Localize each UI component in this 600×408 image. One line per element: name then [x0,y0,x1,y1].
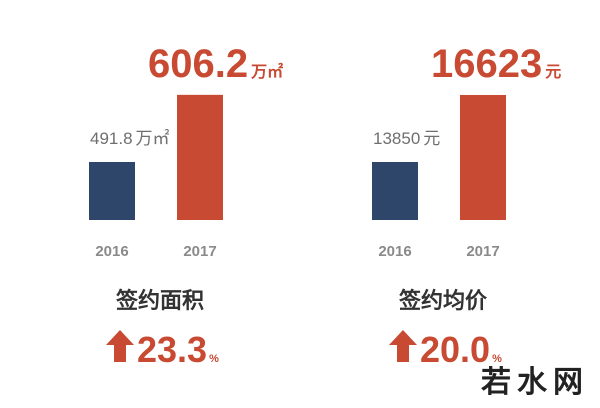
value-unit: 元 [545,64,561,81]
growth: 23.3% [137,329,219,370]
value-label: 606.2 万㎡ [148,42,283,86]
x-tick-label: 2016 [378,243,411,260]
x-tick-label: 2017 [466,243,499,260]
growth: 20.0% [420,329,502,370]
value-unit: 万㎡ [250,62,283,81]
bar [372,162,418,220]
value-label: 16623 元 [431,42,561,86]
growth-unit: % [492,353,502,365]
value-unit: 万㎡ [136,129,170,148]
value-unit: 元 [423,129,440,148]
value-label: 491.8 万㎡ [90,129,170,148]
value-number: 491.8 [90,129,133,148]
growth-value: 20.0 [420,329,490,370]
x-tick-label: 2017 [183,243,216,260]
value-number: 16623 [431,42,542,86]
chart-title: 签约面积 [115,288,204,313]
value-number: 13850 [373,129,420,148]
growth-unit: % [209,353,219,365]
growth-value: 23.3 [137,329,207,370]
watermark: 若水网 [481,366,589,399]
up-arrow [106,330,134,362]
up-arrow [389,330,417,362]
bar [460,94,506,220]
x-tick-label: 2016 [95,243,128,260]
value-label: 13850 元 [373,129,440,148]
bar [177,94,223,220]
value-number: 606.2 [148,42,248,86]
bar [89,162,135,220]
chart-title: 签约均价 [398,288,488,313]
